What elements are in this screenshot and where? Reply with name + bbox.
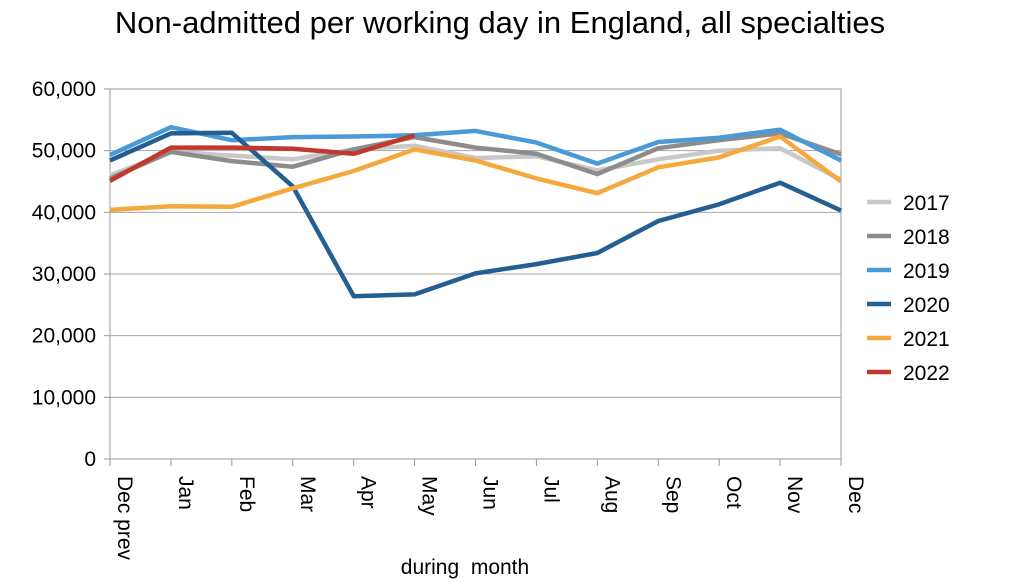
legend-label-2018: 2018	[903, 226, 950, 249]
x-tick-label: Dec	[844, 476, 867, 513]
x-tick-label: Feb	[235, 476, 258, 512]
legend-label-2022: 2022	[903, 362, 950, 385]
x-tick-label: Dec prev	[113, 476, 136, 561]
x-tick-label: Apr	[357, 476, 380, 509]
x-tick-label: May	[418, 476, 441, 516]
x-tick-label: Nov	[783, 476, 806, 514]
y-tick-label: 0	[84, 448, 96, 471]
chart-title: Non-admitted per working day in England,…	[115, 5, 885, 40]
series-line-2018	[109, 131, 842, 181]
legend-label-2017: 2017	[903, 192, 950, 215]
series-lines	[108, 124, 843, 299]
legend-label-2019: 2019	[903, 260, 950, 283]
x-tick-label: Oct	[722, 476, 745, 509]
y-axis: 0 10,000 20,000 30,000 40,000 50,000 60,000	[32, 78, 110, 471]
y-tick-label: 60,000	[32, 78, 96, 101]
series-line-2019	[109, 124, 843, 166]
series-line-2017	[109, 143, 843, 182]
x-tick-label: Mar	[296, 476, 319, 512]
series-line-2020	[109, 130, 842, 299]
x-tick-label: Sep	[661, 476, 684, 513]
x-tick-label: Aug	[600, 476, 623, 513]
legend-label-2020: 2020	[903, 294, 950, 317]
y-tick-label: 50,000	[32, 140, 96, 163]
x-axis: Dec prev Jan Feb Mar Apr May Jun Jul Aug Sep Oct No…	[109, 459, 867, 561]
x-axis-title: during month	[401, 556, 529, 579]
legend: 2017 2018 2019 2020 2021 2022	[867, 192, 950, 385]
legend-label-2021: 2021	[903, 328, 950, 351]
x-tick-label: Jun	[479, 476, 502, 510]
x-tick-label: Jul	[539, 476, 562, 503]
series-line-2021	[109, 134, 843, 213]
y-tick-label: 30,000	[32, 263, 96, 286]
x-tick-label: Jan	[174, 476, 197, 510]
y-tick-label: 40,000	[32, 201, 96, 224]
series-line-2022	[108, 133, 416, 183]
y-tick-label: 10,000	[32, 386, 96, 409]
y-tick-label: 20,000	[32, 325, 96, 348]
